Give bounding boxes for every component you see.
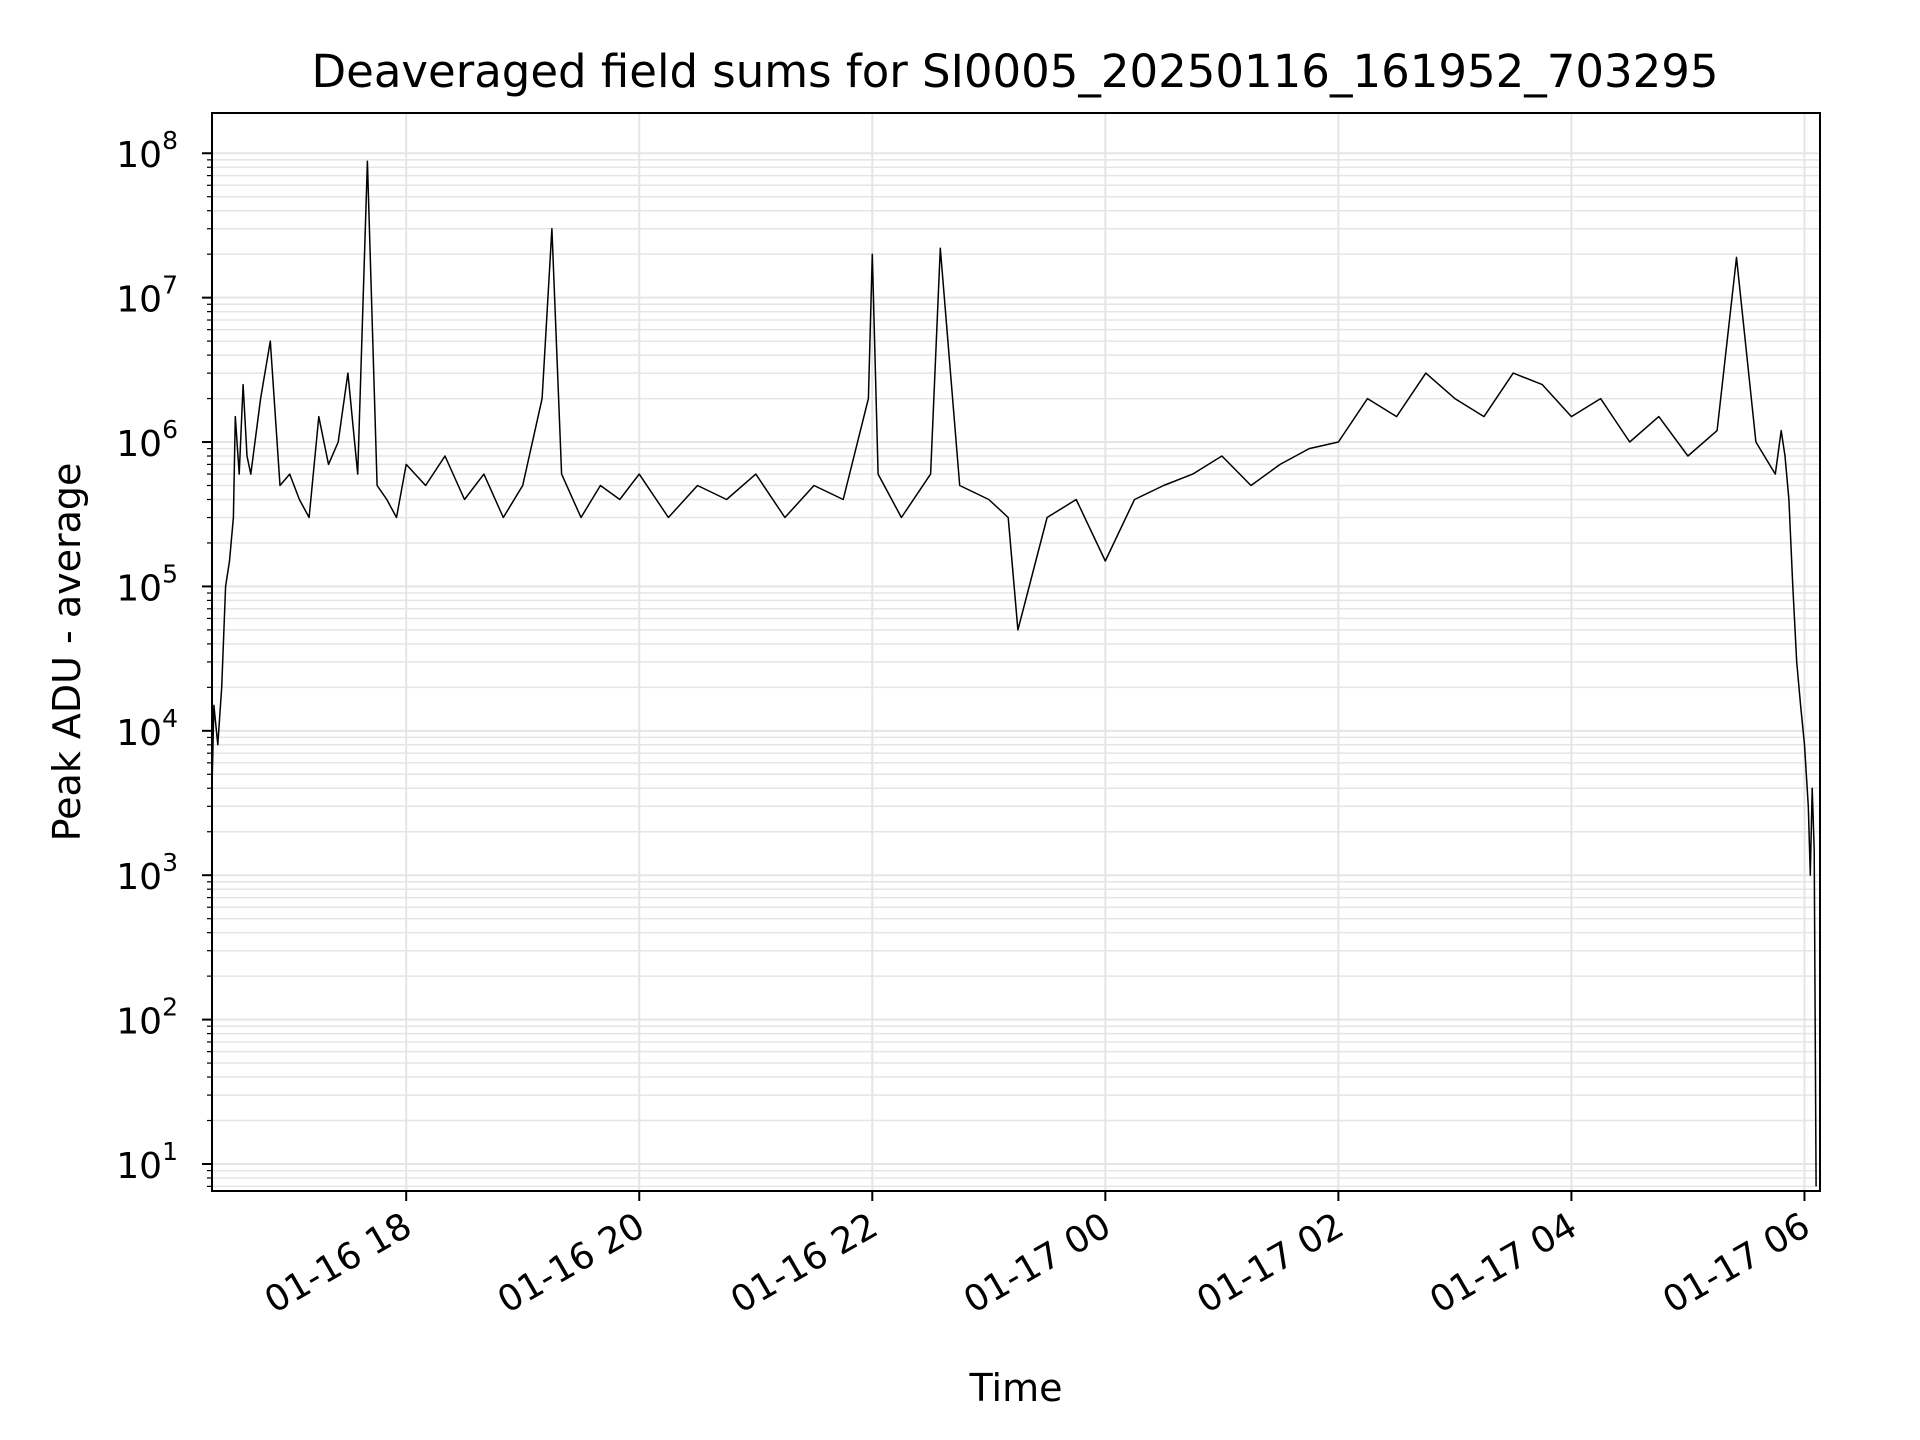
y-tick-label: 101 bbox=[116, 1137, 178, 1187]
x-tick-label: 01-16 22 bbox=[724, 1205, 885, 1321]
y-tick-base: 10 bbox=[116, 1146, 162, 1187]
x-tick-label: 01-17 02 bbox=[1190, 1205, 1351, 1321]
y-tick-exponent: 2 bbox=[162, 993, 178, 1022]
x-tick-label: 01-17 04 bbox=[1423, 1205, 1584, 1321]
x-axis-label: Time bbox=[969, 1366, 1063, 1410]
x-tick-label: 01-16 20 bbox=[491, 1205, 652, 1321]
chart-title: Deaveraged field sums for SI0005_2025011… bbox=[311, 45, 1718, 98]
grid bbox=[212, 113, 1820, 1191]
x-tick-label: 01-17 06 bbox=[1656, 1205, 1817, 1321]
y-tick-exponent: 5 bbox=[162, 559, 178, 588]
y-tick-label: 107 bbox=[116, 271, 178, 321]
y-tick-label: 108 bbox=[116, 126, 178, 176]
y-tick-label: 104 bbox=[116, 704, 178, 754]
y-tick-base: 10 bbox=[116, 568, 162, 609]
y-tick-exponent: 6 bbox=[162, 415, 178, 444]
y-tick-label: 106 bbox=[116, 415, 178, 465]
plot-frame bbox=[211, 112, 1821, 1192]
y-tick-label: 105 bbox=[116, 559, 178, 609]
y-tick-exponent: 1 bbox=[162, 1137, 178, 1166]
series-line bbox=[211, 160, 1817, 1187]
x-tick-label: 01-16 18 bbox=[258, 1205, 419, 1321]
y-axis-label: Peak ADU - average bbox=[45, 463, 89, 842]
y-tick-exponent: 3 bbox=[162, 848, 178, 877]
y-tick-base: 10 bbox=[116, 857, 162, 898]
y-tick-base: 10 bbox=[116, 1002, 162, 1043]
y-tick-exponent: 8 bbox=[162, 126, 178, 155]
y-tick-exponent: 7 bbox=[162, 271, 178, 300]
y-tick-label: 103 bbox=[116, 848, 178, 898]
y-tick-base: 10 bbox=[116, 713, 162, 754]
y-tick-exponent: 4 bbox=[162, 704, 178, 733]
axis-ticks bbox=[202, 152, 1806, 1201]
x-tick-label: 01-17 00 bbox=[957, 1205, 1118, 1321]
y-tick-base: 10 bbox=[116, 280, 162, 321]
y-tick-base: 10 bbox=[116, 424, 162, 465]
y-tick-base: 10 bbox=[116, 135, 162, 176]
y-tick-label: 102 bbox=[116, 993, 178, 1043]
